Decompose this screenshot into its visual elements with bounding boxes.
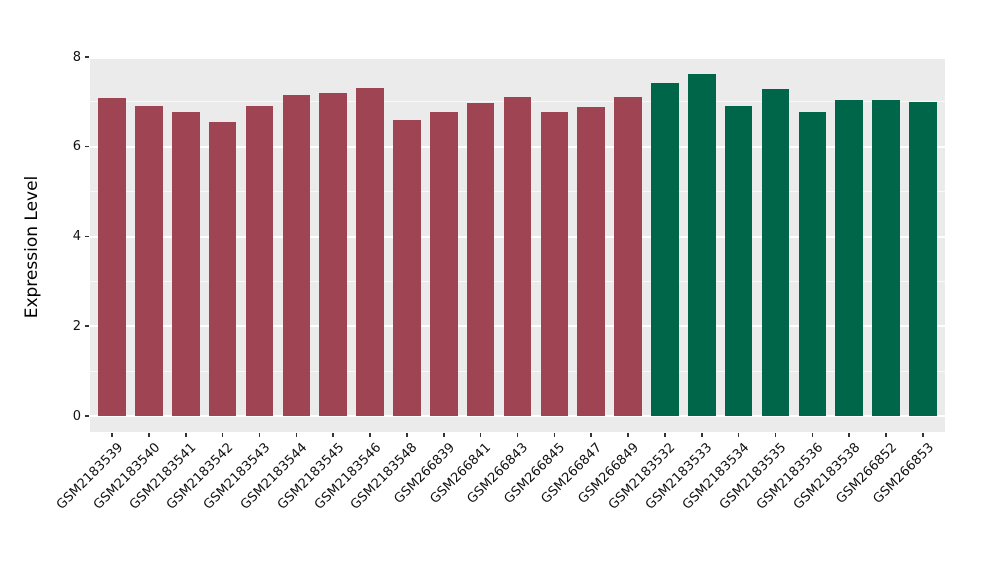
bar-GSM266839: [429, 111, 458, 417]
bar-GSM266853: [909, 101, 937, 417]
bar-GSM2183532: [651, 83, 679, 417]
x-tick-mark: [553, 433, 556, 437]
bar-GSM2183541: [171, 111, 200, 417]
y-tick-mark: [85, 56, 89, 58]
x-tick-mark: [406, 433, 408, 437]
bar-GSM266849: [614, 96, 642, 417]
x-tick-mark: [369, 433, 371, 437]
bar-GSM2183545: [319, 92, 348, 417]
bar-GSM2183548: [393, 119, 421, 417]
x-tick-mark: [627, 433, 629, 437]
x-tick-mark: [221, 433, 224, 437]
y-tick-mark: [85, 325, 89, 328]
bar-GSM266845: [540, 111, 569, 417]
bar-GSM2183533: [687, 74, 716, 417]
major-gridline: [90, 415, 945, 418]
bar-GSM2183534: [724, 106, 753, 417]
y-tick-mark: [85, 235, 89, 238]
y-tick-label: 2: [72, 318, 81, 334]
bar-GSM2183535: [761, 89, 790, 417]
x-tick-mark: [590, 433, 592, 437]
x-tick-mark: [479, 433, 482, 437]
x-tick-mark: [332, 433, 335, 437]
bar-GSM266847: [577, 107, 605, 417]
major-gridline: [90, 57, 945, 59]
x-tick-mark: [737, 433, 740, 437]
x-tick-mark: [774, 433, 777, 437]
bar-GSM2183539: [98, 98, 126, 417]
bar-GSM2183538: [835, 99, 863, 417]
x-tick-mark: [111, 433, 113, 437]
x-tick-mark: [516, 433, 519, 437]
y-tick-label: 0: [72, 408, 81, 424]
bar-GSM266841: [466, 102, 495, 417]
y-tick-label: 4: [72, 229, 81, 245]
y-tick-label: 6: [72, 139, 81, 155]
bar-GSM266843: [503, 96, 532, 417]
y-tick-mark: [85, 145, 89, 148]
x-tick-mark: [295, 433, 298, 437]
x-tick-mark: [922, 433, 924, 437]
bar-GSM2183540: [135, 106, 163, 417]
x-tick-mark: [848, 433, 850, 437]
bar-GSM2183546: [356, 88, 384, 417]
plot-panel: [90, 57, 945, 432]
bar-GSM2183536: [798, 111, 827, 417]
x-tick-mark: [148, 433, 150, 437]
bar-GSM266852: [872, 99, 900, 417]
x-tick-mark: [700, 433, 703, 437]
x-tick-mark: [885, 433, 887, 437]
x-tick-mark: [185, 433, 187, 437]
y-axis-title: Expression Level: [22, 175, 42, 319]
bar-GSM2183542: [208, 122, 237, 417]
y-tick-label: 8: [72, 49, 81, 65]
bar-GSM2183544: [282, 95, 311, 417]
x-tick-mark: [811, 433, 814, 437]
x-tick-mark: [664, 433, 666, 437]
y-tick-mark: [85, 415, 89, 417]
x-tick-mark: [442, 433, 445, 437]
bar-GSM2183543: [245, 105, 274, 417]
x-tick-mark: [258, 433, 261, 437]
